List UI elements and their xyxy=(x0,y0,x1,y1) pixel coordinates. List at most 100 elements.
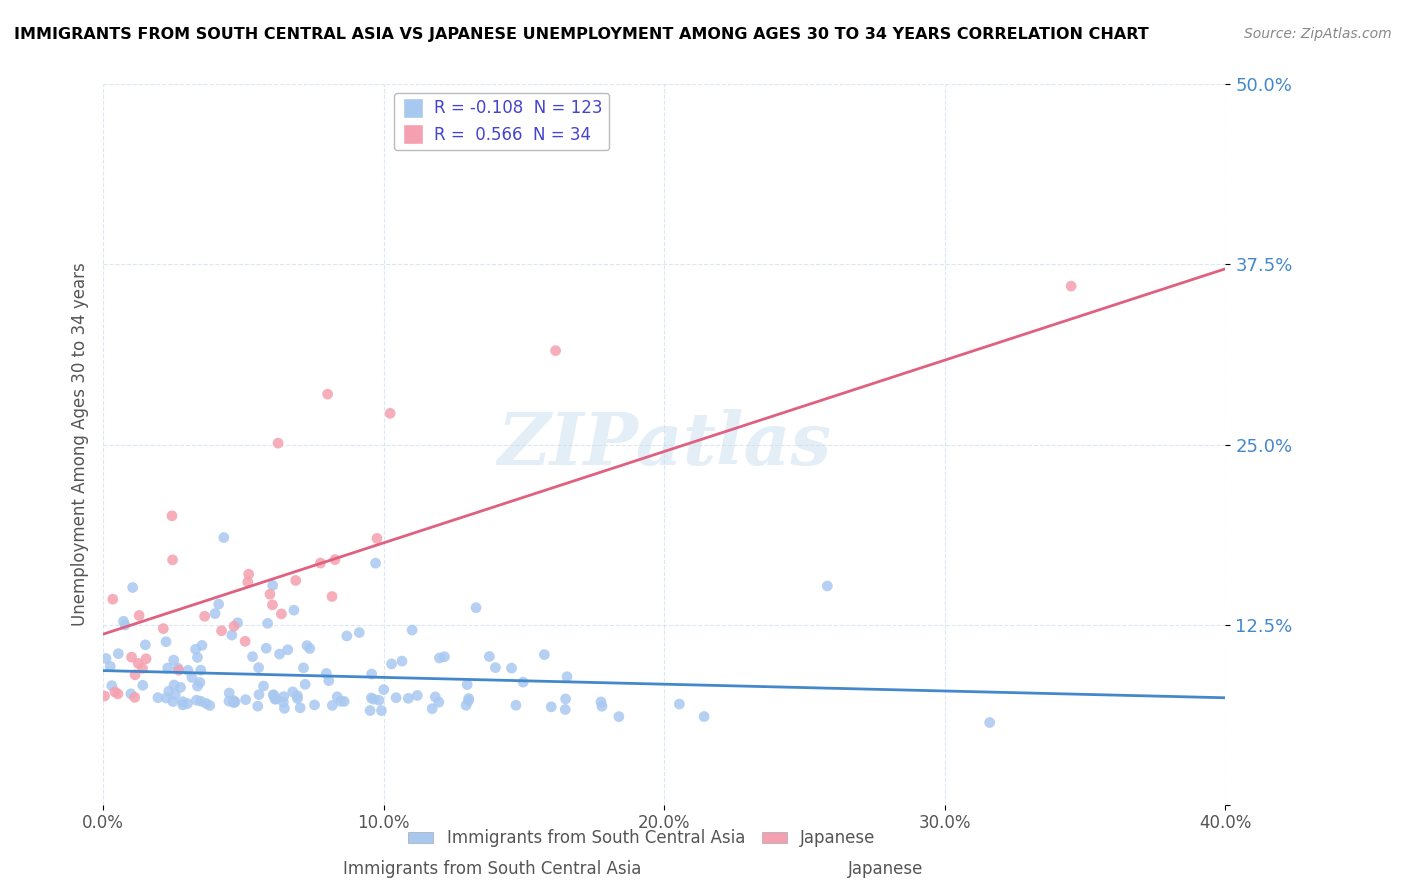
Point xyxy=(155,634,177,648)
Point xyxy=(287,691,309,706)
Point xyxy=(190,694,212,708)
Point xyxy=(591,699,613,714)
Point xyxy=(218,694,240,708)
Point xyxy=(132,678,155,692)
Point xyxy=(607,709,630,723)
Point xyxy=(124,667,146,681)
Point xyxy=(273,695,295,709)
Point xyxy=(668,697,690,711)
Point xyxy=(505,698,527,713)
Point xyxy=(554,702,576,716)
Point xyxy=(269,647,291,661)
Point xyxy=(378,406,401,420)
Point xyxy=(172,695,194,709)
Point xyxy=(204,607,226,621)
Point xyxy=(427,695,450,709)
Point xyxy=(979,715,1001,730)
Point xyxy=(264,692,287,706)
Point xyxy=(263,688,285,702)
Point xyxy=(155,691,177,706)
Point xyxy=(235,692,257,706)
Point xyxy=(396,691,419,706)
Point xyxy=(238,567,260,582)
Point xyxy=(304,698,326,712)
Point xyxy=(465,600,488,615)
Point xyxy=(208,597,231,611)
Point xyxy=(163,653,186,667)
Point xyxy=(221,628,243,642)
Point xyxy=(198,698,221,713)
Point xyxy=(512,675,534,690)
Point xyxy=(104,685,127,699)
Point xyxy=(264,692,287,706)
Point xyxy=(135,652,157,666)
Point xyxy=(501,661,523,675)
Point xyxy=(540,699,562,714)
Point xyxy=(373,682,395,697)
Point xyxy=(326,690,349,704)
Point xyxy=(589,695,612,709)
Point xyxy=(693,709,716,723)
Point xyxy=(288,701,311,715)
Point xyxy=(316,387,339,401)
Point xyxy=(456,698,478,713)
Point xyxy=(359,704,381,718)
Point xyxy=(254,641,277,656)
Point xyxy=(368,693,391,707)
Point xyxy=(188,675,211,690)
Point xyxy=(555,670,578,684)
Point xyxy=(120,687,142,701)
Point xyxy=(195,697,218,711)
Point xyxy=(425,690,447,704)
Text: Source: ZipAtlas.com: Source: ZipAtlas.com xyxy=(1244,27,1392,41)
Point xyxy=(298,641,321,656)
Point xyxy=(318,673,340,688)
Point xyxy=(152,622,174,636)
Point xyxy=(162,553,184,567)
Point xyxy=(1060,279,1083,293)
Point xyxy=(101,679,124,693)
Point xyxy=(321,590,343,604)
Point xyxy=(172,698,194,712)
Point xyxy=(98,659,121,673)
Point xyxy=(380,657,402,671)
Point xyxy=(401,623,423,637)
Point xyxy=(131,661,153,675)
Point xyxy=(429,651,451,665)
Point xyxy=(262,578,284,592)
Point xyxy=(287,689,309,703)
Text: ZIPatlas: ZIPatlas xyxy=(498,409,831,480)
Point xyxy=(167,661,190,675)
Point xyxy=(211,624,233,638)
Point xyxy=(222,619,245,633)
Point xyxy=(456,678,478,692)
Point xyxy=(406,689,429,703)
Point xyxy=(329,694,352,708)
Point xyxy=(156,661,179,675)
Point xyxy=(349,625,371,640)
Point xyxy=(315,666,337,681)
Point xyxy=(484,660,506,674)
Point xyxy=(273,690,295,704)
Point xyxy=(323,552,346,566)
Point xyxy=(247,660,270,674)
Point xyxy=(267,436,290,450)
Point xyxy=(262,688,284,702)
Point xyxy=(177,664,200,678)
Point xyxy=(273,701,295,715)
Point xyxy=(146,690,169,705)
Point xyxy=(176,697,198,711)
Point xyxy=(162,694,184,708)
Point xyxy=(112,615,135,629)
Point xyxy=(218,686,240,700)
Point xyxy=(186,679,208,693)
Point xyxy=(157,684,180,698)
Point xyxy=(186,693,208,707)
Point xyxy=(124,690,146,705)
Point xyxy=(167,663,190,677)
Point xyxy=(160,508,183,523)
Point xyxy=(191,638,214,652)
Legend: R = -0.108  N = 123, R =  0.566  N = 34: R = -0.108 N = 123, R = 0.566 N = 34 xyxy=(394,93,609,151)
Point xyxy=(233,634,256,648)
Point xyxy=(101,592,124,607)
